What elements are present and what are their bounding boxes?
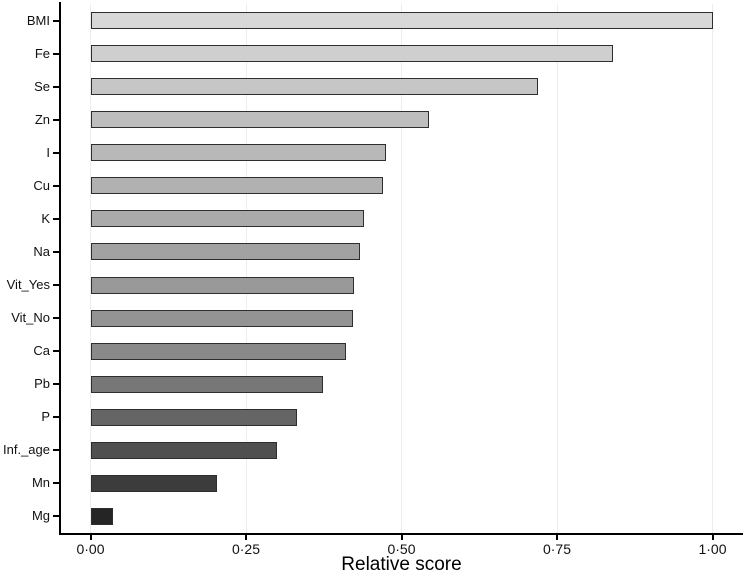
y-tick-label-Fe: Fe bbox=[34, 45, 50, 61]
y-tick-I bbox=[53, 151, 59, 154]
y-axis-line bbox=[59, 2, 61, 534]
bar-Vit_Yes bbox=[90, 276, 355, 294]
bar-Inf._age bbox=[90, 441, 278, 459]
bar-K bbox=[90, 210, 365, 228]
bar-Vit_No bbox=[90, 309, 353, 327]
x-axis-title: Relative score bbox=[341, 554, 462, 575]
y-tick-Cu bbox=[53, 184, 59, 187]
y-tick-Inf._age bbox=[53, 449, 59, 452]
x-tick-label-0·25: 0·25 bbox=[231, 541, 261, 557]
x-tick-0·75 bbox=[556, 535, 558, 540]
bar-P bbox=[90, 408, 297, 426]
plot-panel bbox=[60, 4, 743, 533]
bar-Pb bbox=[90, 375, 323, 393]
x-tick-0·00 bbox=[89, 535, 92, 540]
x-tick-label-1·00: 1·00 bbox=[698, 541, 727, 557]
y-tick-label-Na: Na bbox=[33, 243, 50, 259]
gridline-0·50 bbox=[401, 4, 402, 533]
gridline-0·25 bbox=[245, 4, 247, 533]
x-axis-line bbox=[59, 533, 743, 535]
y-tick-label-I: I bbox=[46, 144, 50, 160]
y-tick-label-Cu: Cu bbox=[33, 177, 50, 193]
y-tick-label-Zn: Zn bbox=[34, 111, 50, 127]
x-tick-label-0·50: 0·50 bbox=[387, 541, 416, 557]
bar-Se bbox=[90, 78, 539, 96]
bar-BMI bbox=[90, 12, 713, 30]
y-tick-label-Vit_No: Vit_No bbox=[11, 310, 50, 326]
bar-Mn bbox=[90, 474, 217, 492]
y-tick-Ca bbox=[53, 350, 59, 353]
y-tick-label-K: K bbox=[41, 210, 50, 226]
y-tick-Mn bbox=[53, 482, 59, 485]
y-tick-label-Vit_Yes: Vit_Yes bbox=[6, 277, 50, 293]
y-tick-Pb bbox=[53, 383, 59, 386]
y-tick-label-Se: Se bbox=[34, 78, 50, 94]
bar-Fe bbox=[90, 45, 613, 63]
y-tick-label-Ca: Ca bbox=[33, 343, 50, 359]
y-tick-Se bbox=[53, 85, 59, 88]
gridline-0·75 bbox=[556, 4, 558, 533]
y-tick-label-Inf._age: Inf._age bbox=[3, 442, 50, 458]
y-tick-P bbox=[53, 416, 59, 419]
y-tick-Vit_No bbox=[53, 317, 59, 320]
bar-Ca bbox=[90, 342, 346, 360]
y-tick-Zn bbox=[53, 118, 59, 121]
y-tick-label-Mn: Mn bbox=[31, 475, 50, 491]
bar-I bbox=[90, 144, 386, 162]
y-tick-BMI bbox=[53, 19, 59, 22]
x-tick-0·25 bbox=[245, 535, 247, 540]
gridline-0·00 bbox=[90, 4, 91, 533]
bar-Zn bbox=[90, 111, 430, 129]
x-tick-1·00 bbox=[711, 535, 714, 540]
y-tick-label-BMI: BMI bbox=[26, 12, 50, 28]
y-tick-Na bbox=[53, 250, 59, 253]
bar-Na bbox=[90, 243, 361, 261]
bar-Mg bbox=[90, 507, 113, 525]
bar-Cu bbox=[90, 177, 383, 195]
y-tick-Mg bbox=[53, 515, 59, 518]
y-tick-label-P: P bbox=[41, 409, 50, 425]
y-tick-Vit_Yes bbox=[53, 284, 59, 287]
y-tick-K bbox=[53, 217, 59, 220]
x-tick-0·50 bbox=[400, 535, 403, 540]
x-tick-label-0·00: 0·00 bbox=[76, 541, 105, 557]
x-tick-label-0·75: 0·75 bbox=[542, 541, 572, 557]
gridline-1·00 bbox=[712, 4, 713, 533]
y-tick-Fe bbox=[53, 52, 59, 55]
y-tick-label-Pb: Pb bbox=[34, 376, 50, 392]
y-tick-label-Mg: Mg bbox=[31, 508, 50, 524]
